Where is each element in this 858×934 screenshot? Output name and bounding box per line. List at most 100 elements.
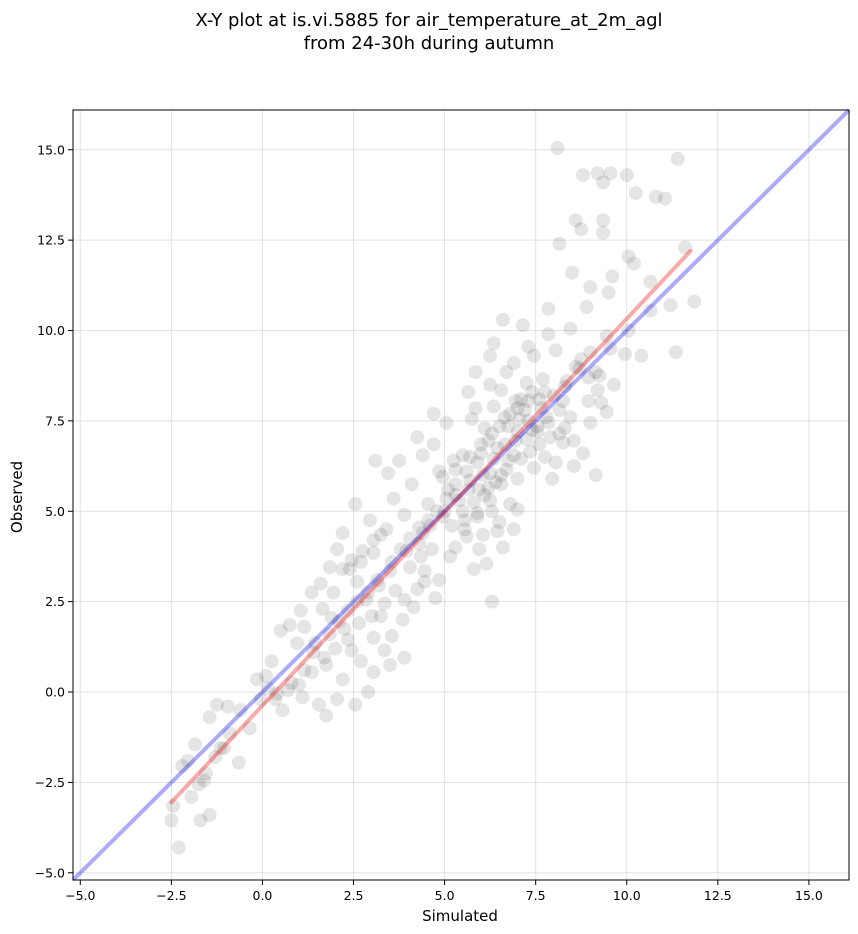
data-point xyxy=(273,623,288,638)
data-point xyxy=(370,573,385,587)
y-tick-label: −2.5 xyxy=(35,775,65,790)
data-point xyxy=(426,406,441,421)
data-point xyxy=(164,813,179,828)
x-tick-label: 5.0 xyxy=(435,888,455,903)
data-point xyxy=(319,708,334,723)
data-point xyxy=(457,513,472,528)
data-point xyxy=(275,703,290,718)
y-axis-label: Observed xyxy=(8,461,26,533)
data-point xyxy=(242,721,257,736)
data-point xyxy=(175,759,190,774)
y-tick-label: 7.5 xyxy=(45,413,65,428)
data-point xyxy=(406,600,421,615)
data-point xyxy=(599,404,614,419)
data-point xyxy=(393,542,408,557)
data-point xyxy=(568,213,583,228)
data-point xyxy=(552,426,567,441)
data-point xyxy=(260,681,275,696)
data-point xyxy=(448,540,463,555)
data-point xyxy=(490,524,505,539)
data-point xyxy=(366,533,381,548)
data-point xyxy=(497,410,512,425)
data-point xyxy=(209,697,224,712)
data-point xyxy=(548,455,563,470)
y-tick-label: 5.0 xyxy=(45,504,65,519)
data-point xyxy=(388,583,403,598)
data-point xyxy=(437,504,452,519)
data-point xyxy=(534,401,549,416)
data-point xyxy=(603,341,618,356)
data-point xyxy=(468,365,483,380)
data-point xyxy=(459,464,474,479)
data-point xyxy=(503,497,518,511)
data-point xyxy=(417,563,432,578)
data-point xyxy=(353,554,368,569)
data-point xyxy=(435,509,450,524)
data-point xyxy=(259,668,274,683)
data-point xyxy=(628,186,643,201)
data-point xyxy=(464,412,479,427)
data-point xyxy=(383,657,397,672)
data-point xyxy=(566,459,581,474)
data-point xyxy=(335,526,350,540)
data-point xyxy=(466,562,481,577)
data-point xyxy=(483,493,498,508)
data-point xyxy=(494,477,509,492)
data-point xyxy=(526,460,541,475)
data-point xyxy=(643,274,658,289)
data-point xyxy=(304,585,319,600)
data-point xyxy=(383,563,397,578)
data-point xyxy=(217,741,232,756)
data-point xyxy=(617,347,632,361)
data-point xyxy=(330,542,345,557)
data-point xyxy=(324,610,339,625)
data-point xyxy=(607,377,621,392)
data-point xyxy=(510,401,525,416)
data-point xyxy=(332,614,346,629)
data-point xyxy=(563,321,578,336)
data-point xyxy=(508,394,523,408)
data-point xyxy=(536,372,550,387)
data-point xyxy=(495,312,510,327)
data-point xyxy=(381,466,396,481)
data-point xyxy=(373,527,388,542)
data-point xyxy=(506,448,521,463)
data-point xyxy=(581,394,596,408)
data-point xyxy=(341,603,356,618)
data-point xyxy=(483,377,498,392)
data-point xyxy=(545,471,560,486)
data-point xyxy=(592,368,607,383)
data-point xyxy=(410,582,425,596)
data-point xyxy=(432,573,447,587)
data-point xyxy=(359,592,374,607)
reference-lines xyxy=(71,108,851,882)
data-point xyxy=(521,394,536,408)
data-point xyxy=(412,536,427,551)
data-point xyxy=(350,594,365,609)
data-point xyxy=(590,383,605,398)
data-point xyxy=(648,189,663,204)
x-tick-label: 15.0 xyxy=(795,888,823,903)
data-point xyxy=(499,365,514,380)
data-point xyxy=(521,339,536,354)
data-point xyxy=(499,462,514,477)
data-point xyxy=(184,789,199,804)
data-point xyxy=(601,285,616,300)
data-point xyxy=(481,433,496,448)
data-point xyxy=(503,406,518,421)
data-point xyxy=(687,294,702,309)
data-point xyxy=(304,665,319,680)
data-point xyxy=(510,471,525,486)
data-point xyxy=(384,629,399,643)
data-point xyxy=(341,632,356,647)
data-point xyxy=(510,502,525,517)
data-point xyxy=(494,383,509,398)
data-point xyxy=(213,741,228,756)
data-point xyxy=(486,336,501,351)
data-point xyxy=(368,453,383,468)
data-point xyxy=(521,413,536,428)
y-tick-label: 0.0 xyxy=(45,685,65,700)
data-point xyxy=(313,576,328,591)
data-point xyxy=(583,345,598,360)
